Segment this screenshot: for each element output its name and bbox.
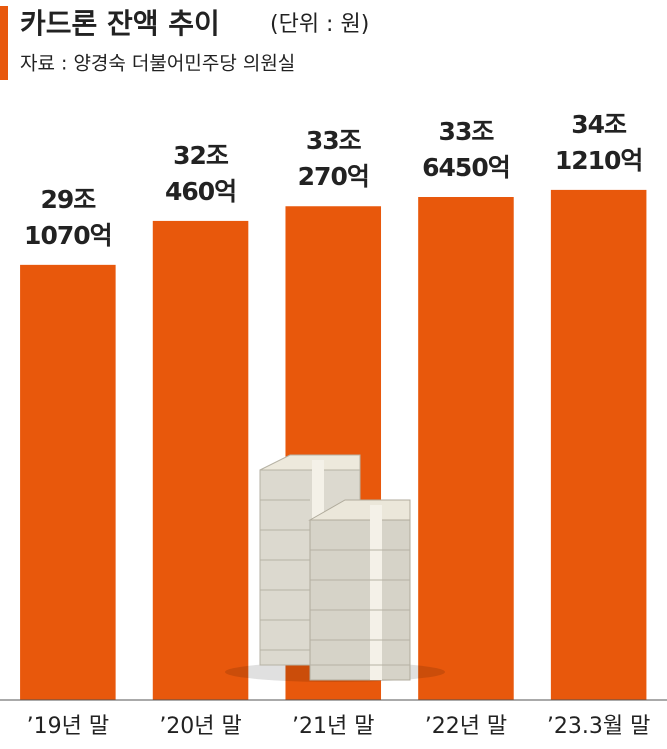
value-label: 460억 <box>165 177 236 206</box>
value-label: 1210억 <box>555 146 643 175</box>
x-tick-label: ’23.3월 말 <box>547 714 650 739</box>
bar <box>152 220 249 700</box>
value-label: 29조 <box>40 185 96 214</box>
bars <box>20 189 647 701</box>
chart-subtitle: (단위 : 원) <box>270 12 369 37</box>
value-label: 33조 <box>306 126 362 155</box>
bar <box>20 264 116 700</box>
x-tick-label: ’20년 말 <box>159 714 241 739</box>
value-label: 6450억 <box>422 153 510 182</box>
source: 자료 : 양경숙 더불어민주당 의원실 <box>20 53 295 75</box>
bar <box>418 197 514 700</box>
value-label: 270억 <box>298 162 369 191</box>
x-tick-label: ’21년 말 <box>292 714 374 739</box>
value-label: 33조 <box>439 117 495 146</box>
value-label: 1070억 <box>24 221 112 250</box>
value-label: 32조 <box>173 141 229 170</box>
x-tick-label: ’19년 말 <box>27 714 109 739</box>
money-illustration <box>225 454 445 682</box>
bar <box>550 189 647 700</box>
value-label: 34조 <box>571 110 627 139</box>
chart-title: 카드론 잔액 추이 <box>20 7 220 40</box>
title-accent <box>0 6 8 80</box>
x-tick-label: ’22년 말 <box>425 714 507 739</box>
